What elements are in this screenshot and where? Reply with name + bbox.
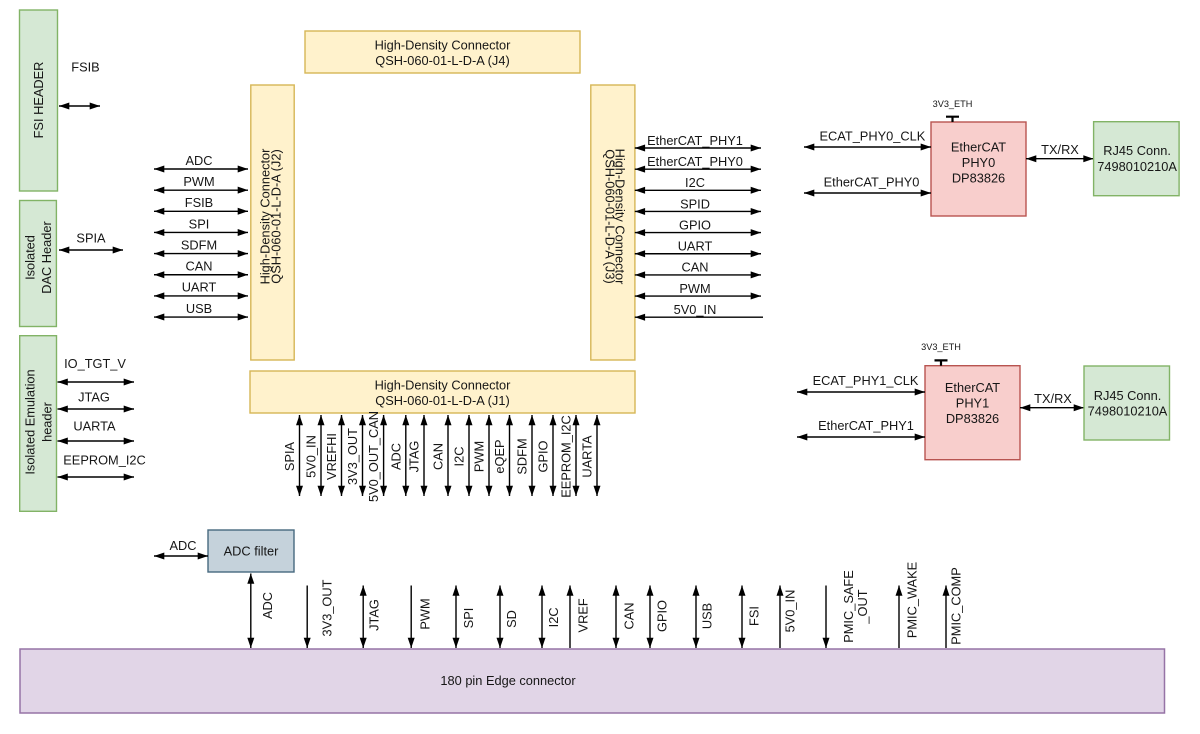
svg-text:EtherCAT: EtherCAT xyxy=(945,380,1000,395)
svg-text:USB: USB xyxy=(186,301,212,316)
svg-text:PMIC_WAKE: PMIC_WAKE xyxy=(905,562,920,638)
svg-text:3V3_OUT: 3V3_OUT xyxy=(345,428,360,485)
svg-text:SPI: SPI xyxy=(189,216,210,231)
svg-text:Isolated Emulation: Isolated Emulation xyxy=(23,369,38,474)
svg-text:DP83826: DP83826 xyxy=(952,171,1005,186)
svg-text:EtherCAT_PHY0: EtherCAT_PHY0 xyxy=(647,154,743,169)
svg-text:7498010210A: 7498010210A xyxy=(1088,403,1168,418)
svg-text:SD: SD xyxy=(504,610,519,628)
svg-text:USB: USB xyxy=(700,603,715,629)
svg-text:EtherCAT: EtherCAT xyxy=(951,140,1006,155)
svg-text:EtherCAT_PHY0: EtherCAT_PHY0 xyxy=(824,174,920,189)
svg-text:SDFM: SDFM xyxy=(515,438,530,474)
svg-text:ADC: ADC xyxy=(169,538,196,553)
svg-text:High-Density Connector: High-Density Connector xyxy=(375,377,512,392)
svg-text:RJ45 Conn.: RJ45 Conn. xyxy=(1094,388,1162,403)
svg-text:CAN: CAN xyxy=(622,602,637,629)
svg-text:5V0_IN: 5V0_IN xyxy=(674,302,717,317)
svg-text:header: header xyxy=(40,401,55,442)
svg-text:DAC Header: DAC Header xyxy=(39,220,54,293)
svg-text:PWM: PWM xyxy=(183,174,214,189)
svg-text:IO_TGT_V: IO_TGT_V xyxy=(64,356,126,371)
svg-text:SDFM: SDFM xyxy=(181,237,217,252)
svg-text:FSI: FSI xyxy=(747,606,762,626)
svg-text:JTAG: JTAG xyxy=(367,599,382,631)
svg-text:3V3_OUT: 3V3_OUT xyxy=(320,579,335,636)
svg-text:I2C: I2C xyxy=(685,175,705,190)
svg-text:TX/RX: TX/RX xyxy=(1034,391,1072,406)
svg-text:EtherCAT_PHY1: EtherCAT_PHY1 xyxy=(818,418,914,433)
svg-text:3V3_ETH: 3V3_ETH xyxy=(921,342,961,352)
svg-text:High-Density Connector: High-Density Connector xyxy=(613,149,628,286)
svg-text:DP83826: DP83826 xyxy=(946,411,999,426)
svg-text:ECAT_PHY0_CLK: ECAT_PHY0_CLK xyxy=(820,128,926,143)
svg-text:5V0_IN: 5V0_IN xyxy=(304,435,319,478)
svg-text:High-Density Connector: High-Density Connector xyxy=(258,148,273,285)
svg-text:FSI HEADER: FSI HEADER xyxy=(31,62,46,139)
svg-text:CAN: CAN xyxy=(681,260,708,275)
svg-text:JTAG: JTAG xyxy=(78,390,110,405)
svg-text:PWM: PWM xyxy=(679,281,710,296)
svg-text:I2C: I2C xyxy=(546,607,561,627)
svg-text:PWM: PWM xyxy=(417,598,432,629)
svg-text:180 pin Edge connector: 180 pin Edge connector xyxy=(440,673,576,688)
svg-text:GPIO: GPIO xyxy=(655,600,670,632)
svg-text:JTAG: JTAG xyxy=(407,441,422,473)
svg-text:SPI: SPI xyxy=(461,608,476,629)
svg-text:7498010210A: 7498010210A xyxy=(1097,159,1177,174)
svg-text:GPIO: GPIO xyxy=(679,217,711,232)
svg-text:CAN: CAN xyxy=(431,443,446,470)
svg-text:SPIA: SPIA xyxy=(76,231,106,246)
svg-text:QSH-060-01-L-D-A (J3): QSH-060-01-L-D-A (J3) xyxy=(602,149,617,283)
svg-text:SPIA: SPIA xyxy=(282,441,297,471)
svg-text:EEPROM_I2C: EEPROM_I2C xyxy=(63,453,146,468)
svg-text:I2C: I2C xyxy=(452,447,467,467)
svg-text:ADC: ADC xyxy=(388,443,403,470)
svg-text:ADC: ADC xyxy=(185,153,212,168)
svg-text:VREFHI: VREFHI xyxy=(324,433,339,480)
svg-text:UART: UART xyxy=(678,239,713,254)
svg-text:5V0_IN: 5V0_IN xyxy=(783,590,798,633)
svg-text:EEPROM_I2C: EEPROM_I2C xyxy=(559,415,574,498)
svg-text:ADC: ADC xyxy=(260,592,275,619)
svg-text:High-Density Connector: High-Density Connector xyxy=(375,37,512,52)
svg-text:VREF: VREF xyxy=(576,598,591,632)
svg-text:QSH-060-01-L-D-A (J4): QSH-060-01-L-D-A (J4) xyxy=(375,53,509,68)
svg-text:TX/RX: TX/RX xyxy=(1041,142,1079,157)
svg-text:GPIO: GPIO xyxy=(536,440,551,472)
svg-text:SPID: SPID xyxy=(680,196,710,211)
svg-text:UARTA: UARTA xyxy=(580,435,595,478)
svg-text:3V3_ETH: 3V3_ETH xyxy=(933,99,973,109)
svg-text:Isolated: Isolated xyxy=(22,235,37,280)
svg-text:UARTA: UARTA xyxy=(73,419,116,434)
svg-text:UART: UART xyxy=(182,280,217,295)
svg-text:eQEP: eQEP xyxy=(492,439,507,473)
svg-text:PHY1: PHY1 xyxy=(956,396,989,411)
svg-text:5V0_OUT_CAN: 5V0_OUT_CAN xyxy=(366,411,381,502)
svg-text:PMIC_COMP: PMIC_COMP xyxy=(949,567,964,645)
svg-text:ECAT_PHY1_CLK: ECAT_PHY1_CLK xyxy=(813,373,919,388)
svg-text:PWM: PWM xyxy=(472,441,487,472)
svg-text:_OUT: _OUT xyxy=(855,589,870,624)
svg-text:PHY0: PHY0 xyxy=(962,155,995,170)
svg-text:RJ45 Conn.: RJ45 Conn. xyxy=(1103,143,1171,158)
svg-text:EtherCAT_PHY1: EtherCAT_PHY1 xyxy=(647,133,743,148)
svg-text:CAN: CAN xyxy=(185,259,212,274)
svg-text:FSIB: FSIB xyxy=(185,195,213,210)
svg-text:ADC filter: ADC filter xyxy=(224,544,279,559)
svg-text:QSH-060-01-L-D-A (J2): QSH-060-01-L-D-A (J2) xyxy=(268,149,283,283)
svg-text:PMIC_SAFE: PMIC_SAFE xyxy=(841,570,856,643)
svg-text:FSIB: FSIB xyxy=(71,60,99,75)
svg-text:QSH-060-01-L-D-A (J1): QSH-060-01-L-D-A (J1) xyxy=(375,393,509,408)
